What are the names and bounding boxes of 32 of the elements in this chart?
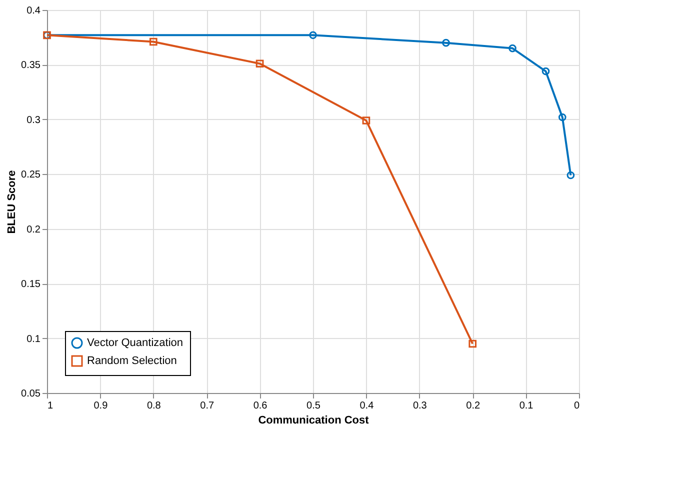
point	[256, 60, 264, 68]
y-tick-label: 0.35	[21, 60, 41, 72]
x-tick-label: 0.5	[306, 400, 321, 412]
legend-label: Random Selection	[87, 355, 177, 367]
x-tick-label: 0	[574, 400, 580, 412]
x-tick-label: 1	[48, 400, 54, 412]
y-tick-label: 0.3	[26, 114, 41, 126]
y-axis-title: BLEU Score	[6, 170, 18, 234]
point	[542, 67, 550, 76]
x-tick-label: 0.1	[519, 400, 534, 412]
x-tick-label: 0.2	[466, 400, 480, 412]
point	[442, 38, 450, 47]
x-axis-title: Communication Cost	[258, 414, 370, 426]
y-tick-label: 0.4	[26, 6, 41, 16]
x-tick-label: 0.6	[253, 400, 268, 412]
x-tick-label: 0.3	[412, 400, 428, 412]
point	[558, 113, 566, 122]
x-tick-label: 0.4	[360, 400, 374, 412]
point	[468, 340, 477, 348]
point	[149, 38, 158, 46]
x-tick-label: 0.9	[94, 400, 108, 412]
point	[362, 116, 370, 124]
legend-label: Vector Quantization	[87, 337, 184, 349]
y-tick-label: 0.25	[21, 170, 41, 181]
y-tick-label: 0.15	[21, 279, 41, 290]
y-tick-label: 0.1	[26, 334, 41, 345]
point	[309, 31, 317, 40]
point	[508, 44, 516, 52]
y-tick-label: 0.05	[21, 388, 41, 400]
y-tick-label: 0.2	[26, 224, 41, 236]
x-tick-label: 0.7	[200, 400, 214, 412]
x-tick-label: 0.8	[146, 400, 162, 412]
